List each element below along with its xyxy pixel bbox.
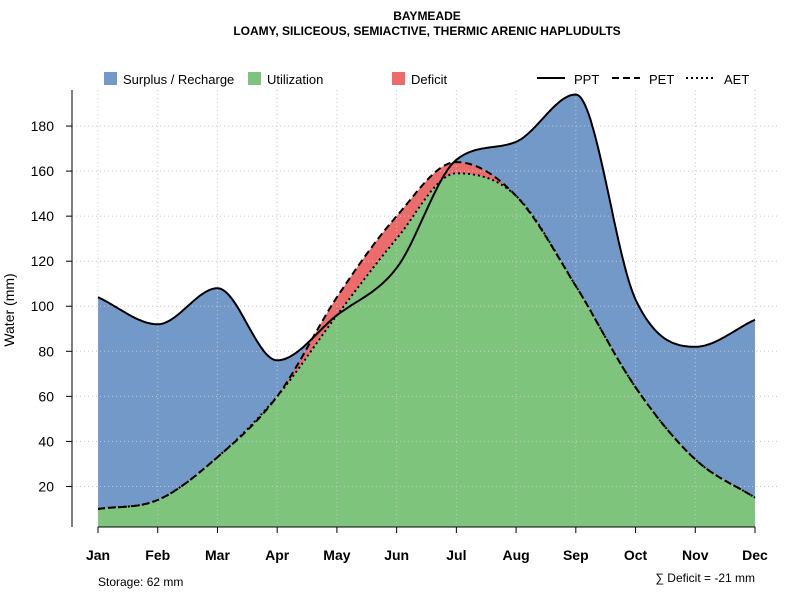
x-tick-label-dec: Dec [742, 547, 768, 563]
y-tick-label: 20 [38, 478, 54, 494]
x-tick-label-jun: Jun [384, 547, 409, 563]
y-tick-label: 100 [31, 298, 55, 314]
chart-title: BAYMEADE [393, 9, 461, 23]
y-tick-label: 40 [38, 433, 54, 449]
chart-subtitle: LOAMY, SILICEOUS, SEMIACTIVE, THERMIC AR… [233, 24, 620, 38]
axes-layer: 20 40 60 80 100 120 140 160 180 Jan Feb Mar Apr May Ju… [31, 90, 768, 563]
legend-swatch-deficit [392, 72, 405, 85]
x-tick-label-jul: Jul [446, 547, 466, 563]
deficit-note: ∑ Deficit = -21 mm [655, 571, 755, 585]
ppt-line [97, 93, 756, 362]
grid-layer [72, 90, 780, 527]
y-tick-label: 140 [31, 208, 55, 224]
x-tick-label-mar: Mar [205, 547, 230, 563]
storage-note: Storage: 62 mm [98, 575, 183, 589]
y-tick-label: 120 [31, 253, 55, 269]
line-layer [97, 93, 756, 510]
legend-label-utilization: Utilization [267, 72, 323, 87]
y-tick-label: 60 [38, 388, 54, 404]
legend-swatch-utilization [248, 72, 261, 85]
legend-swatch-surplus [104, 72, 117, 85]
y-tick-label: 160 [31, 163, 55, 179]
x-tick-label-nov: Nov [682, 547, 709, 563]
legend-label-ppt: PPT [574, 72, 599, 87]
utilization-area [98, 173, 755, 528]
surplus-recharge-area [98, 94, 755, 509]
x-tick-label-sep: Sep [563, 547, 589, 563]
x-tick-label-feb: Feb [145, 547, 170, 563]
pet-line [97, 161, 756, 510]
x-tick-label-jan: Jan [86, 547, 110, 563]
x-tick-label-apr: Apr [265, 547, 290, 563]
area-layer [98, 94, 755, 528]
legend-label-pet: PET [649, 72, 674, 87]
y-tick-label: 180 [31, 118, 55, 134]
legend: Surplus / Recharge Utilization Deficit P… [104, 72, 749, 87]
legend-label-aet: AET [724, 72, 749, 87]
x-tick-label-aug: Aug [502, 547, 529, 563]
x-tick-label-may: May [323, 547, 350, 563]
y-tick-label: 80 [38, 343, 54, 359]
y-axis-label: Water (mm) [1, 273, 17, 346]
legend-label-deficit: Deficit [411, 72, 448, 87]
x-tick-label-oct: Oct [624, 547, 648, 563]
legend-label-surplus: Surplus / Recharge [123, 72, 234, 87]
